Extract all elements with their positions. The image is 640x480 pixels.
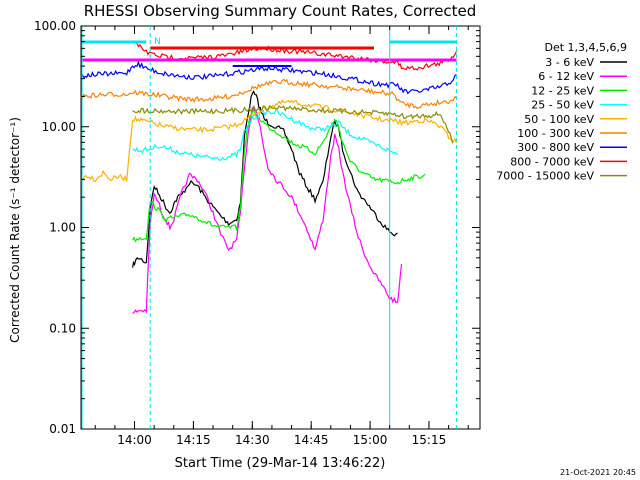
- legend-label-4: 50 - 100 keV: [524, 113, 594, 126]
- legend-label-6: 300 - 800 keV: [517, 141, 594, 154]
- flag-lines: N: [81, 26, 457, 429]
- x-tick-label: 14:15: [176, 433, 211, 447]
- legend-label-8: 7000 - 15000 keV: [496, 170, 594, 183]
- x-tick-label: 14:00: [117, 433, 152, 447]
- x-tick-label: 14:45: [294, 433, 329, 447]
- x-ticks: 14:00 14:15 14:30 14:45 15:00 15:15: [94, 26, 469, 447]
- legend-label-0: 3 - 6 keV: [545, 56, 594, 69]
- plot-frame: [80, 25, 481, 430]
- y-tick-label: 0.10: [49, 321, 76, 335]
- y-tick-label: 100.00: [34, 19, 76, 33]
- series-line-0: [132, 90, 398, 268]
- x-axis-label: Start Time (29-Mar-14 13:46:22): [175, 456, 386, 471]
- legend-label-2: 12 - 25 keV: [531, 84, 594, 97]
- legend-label-5: 100 - 300 keV: [517, 127, 594, 140]
- plot-lines: [80, 40, 457, 314]
- series-line-2: [132, 109, 426, 243]
- y-tick-label: 0.01: [49, 422, 76, 436]
- y-tick-label: 10.00: [42, 120, 76, 134]
- y-axis-label: Corrected Count Rate (s⁻¹ detector⁻¹): [8, 117, 22, 343]
- series-line-3: [132, 108, 399, 161]
- legend-label-3: 25 - 50 keV: [531, 99, 594, 112]
- legend-label-7: 800 - 7000 keV: [510, 155, 594, 168]
- series-line-1: [132, 106, 403, 314]
- series-line-5: [80, 78, 457, 110]
- y-tick-label: 1.00: [49, 221, 76, 235]
- x-tick-label: 14:30: [235, 433, 270, 447]
- y-ticks: 0.01 0.10 1.00 10.00 100.00: [34, 19, 480, 436]
- timestamp: 21-Oct-2021 20:45: [560, 468, 636, 477]
- legend-label-1: 6 - 12 keV: [538, 70, 594, 83]
- chart-title: RHESSI Observing Summary Count Rates, Co…: [84, 2, 477, 20]
- series-line-6: [80, 60, 457, 95]
- legend-title: Det 1,3,4,5,6,9: [544, 41, 627, 54]
- flag-label-n: N: [154, 37, 161, 47]
- x-tick-label: 15:00: [353, 433, 388, 447]
- series-line-8: [132, 104, 454, 144]
- series-line-7: [132, 40, 457, 71]
- x-tick-label: 15:15: [412, 433, 447, 447]
